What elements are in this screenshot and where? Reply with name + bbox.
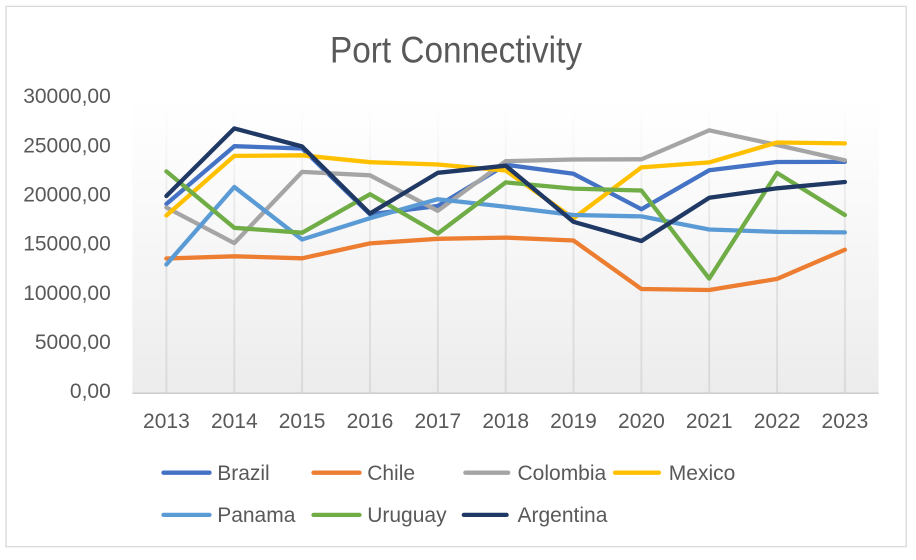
svg-text:Mexico: Mexico	[669, 462, 736, 485]
svg-text:Port Connectivity: Port Connectivity	[330, 30, 582, 71]
svg-text:2014: 2014	[211, 410, 258, 433]
svg-text:2020: 2020	[618, 410, 665, 433]
svg-text:2015: 2015	[279, 410, 326, 433]
svg-text:Colombia: Colombia	[518, 462, 607, 485]
svg-text:2013: 2013	[143, 410, 190, 433]
svg-text:Argentina: Argentina	[518, 504, 608, 527]
svg-text:2019: 2019	[550, 410, 597, 433]
svg-text:2017: 2017	[414, 410, 461, 433]
svg-text:20000,00: 20000,00	[23, 184, 111, 207]
svg-text:15000,00: 15000,00	[23, 233, 111, 256]
svg-text:2023: 2023	[822, 410, 869, 433]
svg-text:Panama: Panama	[217, 504, 296, 527]
svg-text:2022: 2022	[754, 410, 801, 433]
svg-text:Brazil: Brazil	[217, 462, 270, 485]
svg-text:10000,00: 10000,00	[23, 282, 111, 305]
svg-text:2021: 2021	[686, 410, 733, 433]
svg-text:Chile: Chile	[367, 462, 415, 485]
svg-text:5000,00: 5000,00	[35, 331, 111, 354]
svg-text:2016: 2016	[347, 410, 394, 433]
svg-text:30000,00: 30000,00	[23, 85, 111, 108]
svg-text:2018: 2018	[482, 410, 529, 433]
svg-text:25000,00: 25000,00	[23, 134, 111, 157]
svg-text:Uruguay: Uruguay	[367, 504, 447, 527]
svg-text:0,00: 0,00	[70, 380, 111, 403]
